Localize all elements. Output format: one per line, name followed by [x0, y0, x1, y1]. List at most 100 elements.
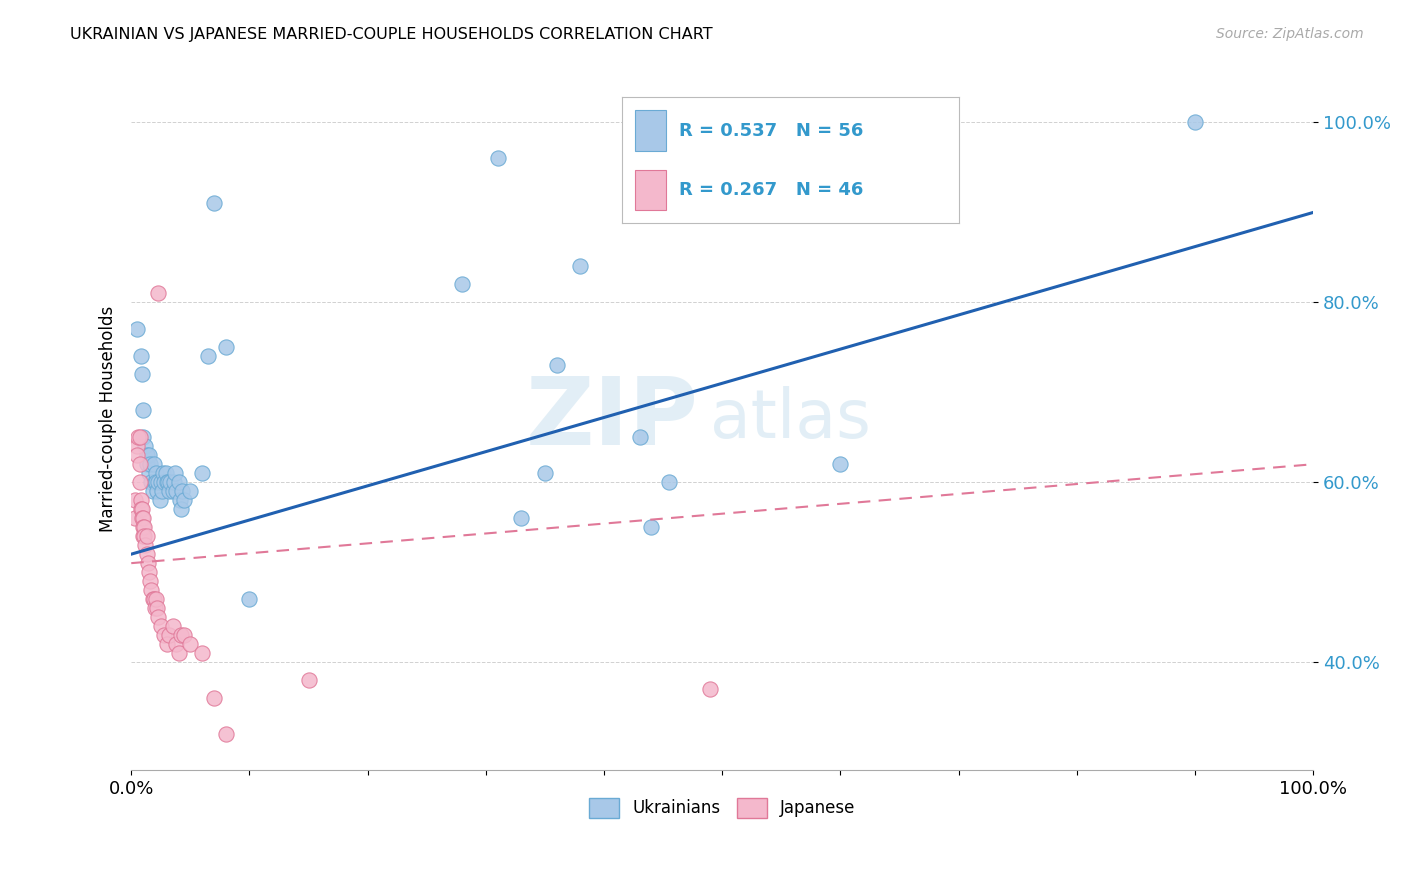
Point: [124, 511, 146, 525]
Point: [167, 646, 190, 660]
Point: [132, 511, 155, 525]
Y-axis label: Married-couple Households: Married-couple Households: [100, 306, 117, 533]
Point: [156, 637, 179, 651]
Point: [163, 467, 186, 481]
Point: [510, 511, 533, 525]
Point: [163, 475, 186, 490]
Point: [157, 628, 180, 642]
Point: [162, 484, 184, 499]
Point: [129, 349, 152, 363]
Point: [658, 475, 681, 490]
Point: [129, 493, 152, 508]
Point: [141, 475, 163, 490]
Point: [628, 430, 651, 444]
Point: [138, 467, 160, 481]
Point: [486, 152, 509, 166]
Point: [142, 457, 165, 471]
Point: [156, 475, 179, 490]
Point: [215, 727, 238, 741]
Point: [145, 467, 167, 481]
Point: [170, 484, 193, 499]
Point: [127, 430, 149, 444]
Point: [127, 439, 149, 453]
Text: ZIP: ZIP: [526, 373, 699, 466]
Point: [134, 538, 156, 552]
Point: [699, 681, 721, 696]
Point: [173, 628, 195, 642]
Point: [149, 493, 172, 508]
Point: [170, 628, 193, 642]
Point: [215, 340, 238, 354]
Point: [131, 502, 153, 516]
Point: [134, 520, 156, 534]
Legend: Ukrainians, Japanese: Ukrainians, Japanese: [582, 791, 862, 825]
Point: [153, 628, 176, 642]
Point: [145, 592, 167, 607]
Point: [143, 601, 166, 615]
Point: [569, 260, 592, 274]
Point: [132, 403, 155, 417]
Text: Source: ZipAtlas.com: Source: ZipAtlas.com: [1216, 27, 1364, 41]
Point: [127, 448, 149, 462]
Point: [546, 359, 568, 373]
Point: [141, 592, 163, 607]
Point: [152, 467, 174, 481]
Point: [136, 556, 159, 570]
Point: [162, 619, 184, 633]
Point: [148, 286, 170, 301]
Point: [202, 196, 225, 211]
Point: [131, 511, 153, 525]
Point: [128, 430, 150, 444]
Point: [534, 467, 557, 481]
Text: UKRAINIAN VS JAPANESE MARRIED-COUPLE HOUSEHOLDS CORRELATION CHART: UKRAINIAN VS JAPANESE MARRIED-COUPLE HOU…: [70, 27, 713, 42]
Point: [139, 574, 162, 589]
Point: [129, 502, 152, 516]
Point: [135, 529, 157, 543]
Point: [141, 583, 163, 598]
Point: [149, 475, 172, 490]
Point: [135, 457, 157, 471]
Point: [157, 484, 180, 499]
Point: [149, 619, 172, 633]
Point: [142, 592, 165, 607]
Point: [132, 430, 155, 444]
Text: atlas: atlas: [710, 386, 872, 452]
Point: [135, 448, 157, 462]
Point: [138, 565, 160, 579]
Point: [159, 475, 181, 490]
Point: [451, 277, 474, 292]
Point: [141, 484, 163, 499]
Point: [1184, 115, 1206, 129]
Point: [128, 457, 150, 471]
Point: [179, 637, 201, 651]
Point: [179, 484, 201, 499]
Point: [173, 493, 195, 508]
Point: [165, 484, 187, 499]
Point: [297, 673, 319, 687]
Point: [150, 484, 173, 499]
Point: [143, 475, 166, 490]
Point: [155, 467, 177, 481]
Point: [238, 592, 260, 607]
Point: [148, 610, 170, 624]
Point: [202, 691, 225, 706]
Point: [169, 493, 191, 508]
Point: [127, 322, 149, 336]
Point: [191, 467, 214, 481]
Point: [134, 529, 156, 543]
Point: [640, 520, 662, 534]
Point: [135, 547, 157, 561]
Point: [138, 448, 160, 462]
Point: [197, 349, 219, 363]
Point: [134, 439, 156, 453]
Point: [146, 601, 169, 615]
Point: [830, 457, 852, 471]
Point: [148, 475, 170, 490]
Point: [131, 368, 153, 382]
Point: [146, 484, 169, 499]
Point: [139, 457, 162, 471]
Point: [132, 520, 155, 534]
Point: [124, 493, 146, 508]
Point: [167, 475, 190, 490]
Point: [191, 646, 214, 660]
